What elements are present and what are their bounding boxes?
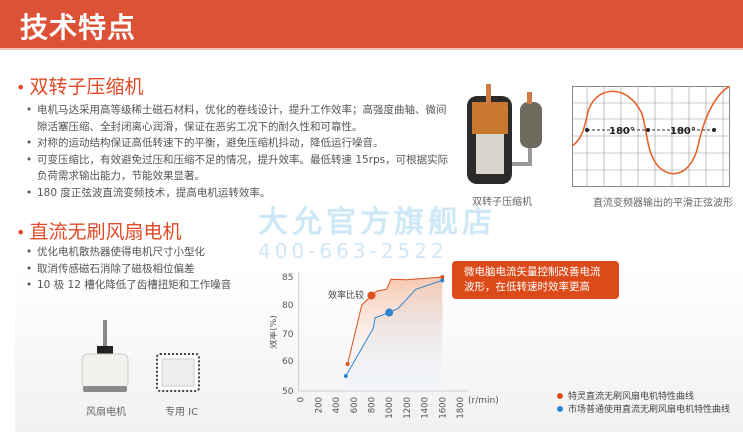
efficiency-chart: 50 60 70 80 85 0 200 400 600 800 1000 1200 1400 1600 1… bbox=[270, 272, 499, 419]
feature-item: 优化电机散热器使得电机尺寸小型化 bbox=[26, 244, 251, 261]
x-axis-label: (r/min) bbox=[468, 396, 499, 406]
page-title: 技术特点 bbox=[20, 11, 137, 44]
data-point bbox=[440, 278, 445, 283]
x-tick-label: 1400 bbox=[421, 397, 431, 419]
compressor-image bbox=[467, 84, 542, 184]
section-compressor-title: • 双转子压缩机 bbox=[16, 76, 144, 98]
fan-motor-caption: 风扇电机 bbox=[86, 407, 126, 418]
y-tick-label: 85 bbox=[282, 273, 293, 283]
wave-label: 180° bbox=[609, 126, 635, 137]
feature-item: 电机马达采用高等级稀土磁石材料，优化的卷线设计，提升工作效率；高强度曲轴、微间隙… bbox=[26, 102, 452, 135]
section-fan-motor-title: • 直流无刷风扇电机 bbox=[16, 221, 182, 243]
y-tick-label: 60 bbox=[282, 357, 294, 367]
x-tick-label: 1200 bbox=[403, 397, 413, 419]
y-axis-label: 效率(%) bbox=[270, 315, 279, 349]
wave-label: 180° bbox=[670, 126, 696, 137]
watermark-store-name: 大允官方旗舰店 bbox=[258, 205, 496, 240]
legend-label: 市场普通使用直流无刷风扇电机特性曲线 bbox=[568, 405, 731, 415]
ic-caption: 专用 IC bbox=[165, 407, 199, 418]
section-title: 双转子压缩机 bbox=[29, 76, 144, 98]
feature-item: 180 度正弦波直流变频技术，提高电机运转效率。 bbox=[26, 185, 452, 202]
chart-annotation: 效率比较 bbox=[328, 289, 364, 301]
x-tick-label: 200 bbox=[314, 397, 324, 413]
data-point bbox=[440, 275, 445, 279]
legend-item-trane: 特灵直流无刷风扇电机特性曲线 bbox=[557, 389, 694, 402]
compressor-caption: 双转子压缩机 bbox=[472, 197, 532, 208]
highlight-point bbox=[385, 308, 394, 317]
x-tick-label: 1600 bbox=[438, 397, 448, 419]
legend-item-market: 市场普通使用直流无刷风扇电机特性曲线 bbox=[557, 402, 730, 415]
y-tick-label: 80 bbox=[282, 301, 294, 311]
data-point bbox=[345, 362, 350, 366]
x-tick-label: 400 bbox=[332, 397, 342, 413]
feature-item: 10 极 12 槽化降低了齿槽扭矩和工作噪音 bbox=[26, 277, 251, 294]
legend-dot-icon bbox=[557, 393, 563, 399]
compressor-features: 电机马达采用高等级稀土磁石材料，优化的卷线设计，提升工作效率；高强度曲轴、微间隙… bbox=[26, 102, 452, 201]
x-tick-label: 600 bbox=[350, 397, 360, 413]
ic-chip-image bbox=[156, 353, 200, 392]
data-point bbox=[343, 374, 348, 378]
y-tick-label: 50 bbox=[282, 387, 294, 397]
x-tick-label: 800 bbox=[368, 397, 378, 413]
fan-motor-image bbox=[81, 320, 129, 392]
sine-wave-diagram: 180° 180° bbox=[572, 86, 730, 187]
highlight-point bbox=[367, 291, 376, 300]
section-title: 直流无刷风扇电机 bbox=[29, 221, 182, 243]
feature-item: 对称的运动结构保证高低转速下的平衡，避免压缩机抖动，降低运行噪音。 bbox=[26, 135, 452, 152]
legend-label: 特灵直流无刷风扇电机特性曲线 bbox=[568, 392, 695, 402]
x-tick-label: 1000 bbox=[385, 397, 395, 419]
watermark-phone: 400-663-2522 bbox=[258, 239, 448, 263]
x-tick-label: 1800 bbox=[456, 397, 466, 419]
fan-motor-features: 优化电机散热器使得电机尺寸小型化 取消传感磁石消除了磁极相位偏差 10 极 12… bbox=[26, 244, 251, 294]
series-area bbox=[347, 277, 443, 391]
header-banner: 技术特点 bbox=[0, 0, 743, 50]
callout-box: 微电脑电流矢量控制改善电流波形，在低转速时效率更高 bbox=[452, 261, 619, 299]
legend-dot-icon bbox=[557, 406, 563, 412]
y-tick-label: 70 bbox=[282, 330, 294, 340]
series-line bbox=[347, 276, 443, 365]
wave-caption: 直流变频器输出的平滑正弦波形 bbox=[593, 198, 733, 209]
x-tick-label: 0 bbox=[297, 397, 307, 402]
feature-item: 可变压缩比，有效避免过压和压缩不足的情况，提升效率。最低转速 15rps，可根据… bbox=[26, 152, 452, 185]
feature-item: 取消传感磁石消除了磁极相位偏差 bbox=[26, 261, 251, 278]
